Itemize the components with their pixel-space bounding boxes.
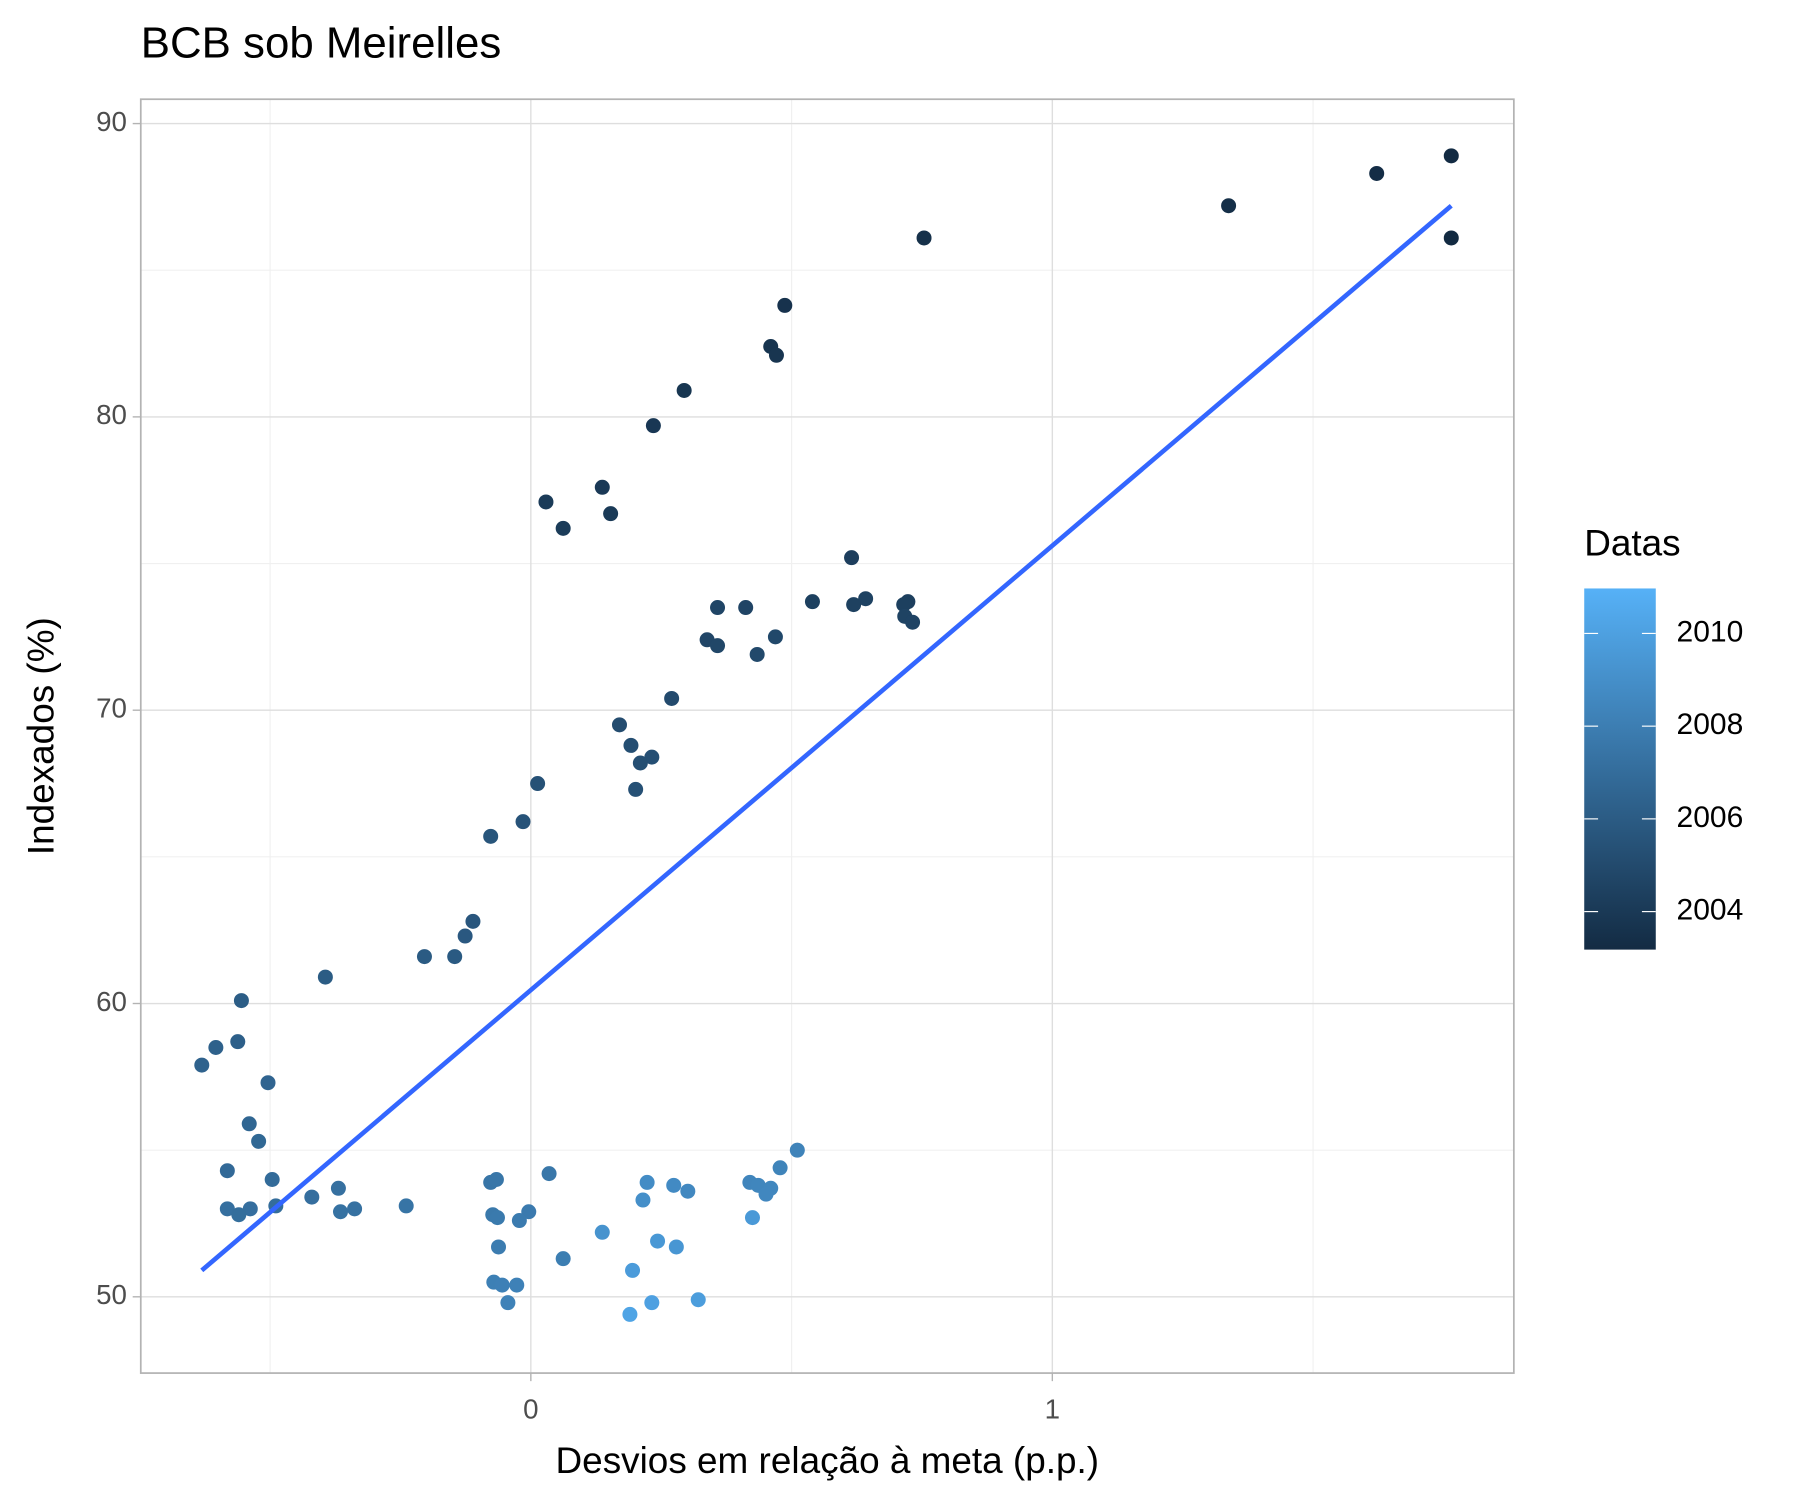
y-tick-label: 60 xyxy=(96,986,127,1017)
point xyxy=(530,776,546,792)
point xyxy=(511,1213,527,1229)
legend-label: 2006 xyxy=(1677,801,1744,834)
point xyxy=(491,1239,507,1255)
point xyxy=(515,814,531,830)
y-tick-label: 70 xyxy=(96,693,127,724)
y-tick-label: 80 xyxy=(96,399,127,430)
point xyxy=(896,597,912,613)
point xyxy=(219,1163,235,1179)
point xyxy=(489,1210,505,1226)
point xyxy=(521,1204,537,1220)
panel-border xyxy=(139,98,1515,1374)
legend-label: 2008 xyxy=(1677,708,1744,741)
point xyxy=(541,1166,557,1182)
point xyxy=(465,913,481,929)
chart-title: BCB sob Meirelles xyxy=(141,19,502,68)
point xyxy=(483,828,499,844)
point xyxy=(844,550,860,566)
point xyxy=(347,1201,363,1217)
point xyxy=(1369,165,1385,181)
point xyxy=(1443,230,1459,246)
point xyxy=(668,1239,684,1255)
point xyxy=(645,418,661,434)
point xyxy=(457,928,473,944)
point xyxy=(488,1171,504,1187)
point xyxy=(635,1192,651,1208)
point xyxy=(622,1306,638,1322)
point xyxy=(738,600,754,616)
point xyxy=(639,1174,655,1190)
point xyxy=(644,749,660,765)
point xyxy=(664,690,680,706)
point xyxy=(538,494,554,510)
point xyxy=(1221,198,1237,214)
legend-label: 2010 xyxy=(1677,615,1744,648)
y-axis-title: Indexados (%) xyxy=(21,617,62,855)
point xyxy=(264,1171,280,1187)
point xyxy=(494,1277,510,1293)
point xyxy=(260,1075,276,1091)
point xyxy=(555,520,571,536)
y-tick-label: 50 xyxy=(96,1279,127,1310)
point xyxy=(194,1057,210,1073)
point xyxy=(772,1160,788,1176)
point xyxy=(208,1040,224,1056)
x-axis-title: Desvios em relação à meta (p.p.) xyxy=(556,1440,1100,1481)
point xyxy=(231,1207,247,1223)
point xyxy=(594,1224,610,1240)
point xyxy=(650,1233,666,1249)
point xyxy=(676,382,692,398)
x-tick-label: 0 xyxy=(523,1393,538,1424)
point xyxy=(233,993,249,1009)
point xyxy=(758,1186,774,1202)
point xyxy=(230,1034,246,1050)
point xyxy=(509,1277,525,1293)
point xyxy=(690,1292,706,1308)
point xyxy=(644,1295,660,1311)
point xyxy=(710,638,726,654)
point xyxy=(555,1251,571,1267)
y-tick-label: 90 xyxy=(96,106,127,137)
point xyxy=(858,591,874,607)
point xyxy=(666,1177,682,1193)
legend-title: Datas xyxy=(1584,523,1680,564)
point xyxy=(625,1262,641,1278)
point xyxy=(623,737,639,753)
point xyxy=(905,614,921,630)
x-tick-label: 1 xyxy=(1045,1393,1060,1424)
point xyxy=(916,230,932,246)
point xyxy=(251,1133,267,1149)
point xyxy=(603,506,619,522)
point xyxy=(500,1295,516,1311)
colorbar xyxy=(1584,588,1656,950)
point xyxy=(632,755,648,771)
trend-line xyxy=(200,203,1453,1273)
point xyxy=(768,347,784,363)
point xyxy=(241,1116,257,1132)
point xyxy=(398,1198,414,1214)
point xyxy=(628,781,644,797)
point xyxy=(710,600,726,616)
point xyxy=(317,969,333,985)
point xyxy=(767,629,783,645)
point xyxy=(1443,148,1459,164)
point xyxy=(777,297,793,313)
point xyxy=(447,949,463,965)
point xyxy=(680,1183,696,1199)
point xyxy=(219,1201,235,1217)
point xyxy=(242,1201,258,1217)
point xyxy=(744,1210,760,1226)
point xyxy=(594,479,610,495)
point xyxy=(749,646,765,662)
point xyxy=(332,1204,348,1220)
point xyxy=(789,1142,805,1158)
point xyxy=(804,594,820,610)
point xyxy=(330,1180,346,1196)
point xyxy=(846,597,862,613)
point xyxy=(416,949,432,965)
point xyxy=(611,717,627,733)
point xyxy=(304,1189,320,1205)
legend-label: 2004 xyxy=(1677,894,1744,927)
